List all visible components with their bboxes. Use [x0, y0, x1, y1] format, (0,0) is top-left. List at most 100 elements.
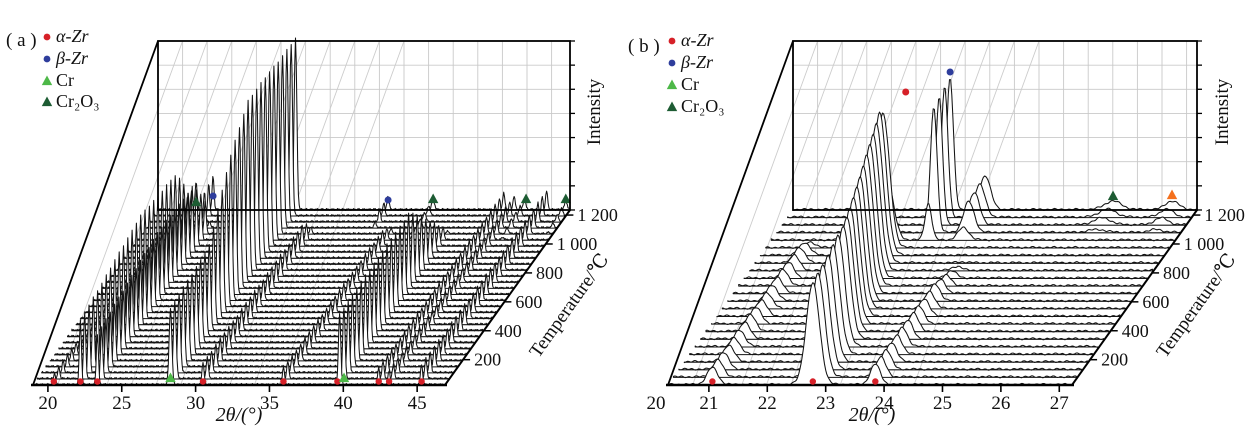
x-axis-tick-label: 23 [816, 393, 835, 414]
xrd-curves [667, 79, 1197, 386]
xrd-curve [49, 279, 464, 362]
xrd-curve [58, 265, 472, 350]
stack-guide-line [741, 40, 868, 386]
back-wall-border [792, 40, 1198, 211]
x-axis-tick-label: 40 [334, 393, 353, 414]
panel-b: 20 21 22 23 24 25 26 27 2θ/(°) 200 400 600 800 1 000 1… [628, 30, 1245, 426]
xrd-curve [689, 244, 1094, 356]
wall-marker-unlabeled-orange [1166, 189, 1178, 200]
x-axis-tick-label: 30 [186, 393, 205, 414]
x-axis-tick-label: 24 [875, 393, 895, 414]
xrd-curve [45, 286, 459, 368]
x-axis-tick-label: 25 [112, 393, 131, 414]
legend-item-label: Cr [56, 70, 74, 90]
temperature-tick-label: 400 [495, 321, 522, 341]
xrd-curve [71, 243, 485, 332]
stack-guide-line [716, 40, 843, 386]
legend-item-label: α-Zr [681, 30, 714, 50]
xrd-curve [62, 259, 476, 344]
stack-guide-line [692, 40, 819, 386]
x-axis-tick-label: 35 [260, 393, 279, 414]
legend-marker-Cr [41, 75, 53, 86]
temperature-tick-label: 400 [1122, 321, 1149, 341]
temperature-tick-label: 1 200 [1204, 205, 1245, 225]
stack-guide-line [278, 40, 405, 386]
stack-guide-line [57, 40, 184, 386]
temperature-tick-label: 200 [1101, 350, 1128, 370]
x-axis-tick-label: 27 [1050, 393, 1069, 414]
back-wall-border [157, 40, 571, 211]
legend-marker-Cr [666, 79, 678, 90]
legend-item-label: α-Zr [56, 26, 89, 46]
front-marker-α-Zr [375, 378, 382, 385]
x-axis-tick-label: 25 [933, 393, 952, 414]
xrd-curve [88, 171, 502, 308]
xrd-curve [36, 300, 451, 380]
xrd-curve [105, 113, 520, 284]
front-marker-α-Zr [199, 378, 207, 385]
xrd-curve [131, 71, 545, 248]
front-marker-α-Zr [872, 378, 879, 385]
x-axis: 20 25 30 35 40 45 2θ/(°) [38, 385, 427, 426]
x-axis-tick-label: 26 [991, 393, 1010, 414]
xrd-curve [748, 133, 1154, 272]
temperature-tick-label: 1 200 [577, 205, 618, 225]
wall-phase-markers [902, 68, 1178, 201]
front-marker-α-Zr [385, 378, 393, 385]
xrd-curve [66, 252, 481, 338]
stack-guide-line [253, 40, 380, 386]
xrd-curve [110, 99, 524, 278]
legend-item-label: β-Zr [55, 48, 89, 68]
xrd-curve [41, 294, 455, 374]
xrd-curve [122, 81, 537, 260]
legend-item-label: β-Zr [680, 52, 714, 72]
wall-phase-markers [190, 192, 572, 207]
legend-marker-β-Zr [43, 55, 51, 63]
xrd-curve [101, 127, 515, 290]
legend-item-label: Cr₂O₃ [681, 96, 725, 116]
box-edges [31, 40, 571, 387]
legend-item-label: Cr [681, 74, 699, 94]
front-marker-α-Zr [809, 378, 817, 385]
panel-a: 20 25 30 35 40 45 2θ/(°) 200 400 600 800 1 000 1 200… [6, 26, 618, 426]
x-axis-title: 2θ/(°) [849, 404, 896, 426]
legend-marker-α-Zr [668, 37, 676, 45]
legend-marker-β-Zr [668, 59, 676, 67]
back-wall-face [158, 41, 570, 210]
xrd-curve [97, 139, 511, 296]
temperature-tick-label: 800 [536, 263, 563, 283]
wall-marker-β-Zr [209, 192, 217, 200]
panel-tag: ( b ) [628, 36, 660, 57]
wall-marker-α-Zr [902, 88, 910, 96]
front-marker-α-Zr [709, 378, 716, 385]
front-marker-α-Zr [418, 378, 425, 385]
front-phase-markers [50, 372, 425, 385]
front-marker-α-Zr [280, 378, 287, 385]
legend-marker-α-Zr [43, 33, 51, 41]
intensity-axis: Intensity [570, 40, 605, 211]
front-marker-α-Zr [94, 378, 101, 385]
box-edges [666, 40, 1198, 387]
x-axis-tick-label: 21 [699, 393, 718, 414]
x-axis-tick-label: 45 [408, 393, 427, 414]
front-marker-Cr [165, 372, 176, 383]
left-hypotenuse-edge [667, 40, 794, 386]
x-axis-tick-label: 20 [647, 393, 666, 414]
xrd-curves [32, 37, 571, 386]
xrd-curve [140, 61, 554, 236]
wall-marker-Cr₂O₃ [427, 193, 439, 204]
xrd-curve [75, 226, 489, 326]
wall-marker-Cr₂O₃ [190, 196, 202, 207]
xrd-curve [79, 208, 494, 320]
xrd-curve [721, 186, 1126, 310]
xrd-curve [135, 65, 550, 242]
intensity-axis-title: Intensity [1212, 78, 1233, 145]
legend-marker-Cr₂O₃ [666, 101, 678, 112]
xrd-curve [759, 111, 1164, 257]
wall-marker-β-Zr [384, 196, 392, 204]
back-wall [793, 41, 1197, 210]
